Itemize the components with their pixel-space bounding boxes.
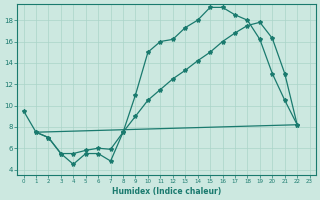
X-axis label: Humidex (Indice chaleur): Humidex (Indice chaleur) bbox=[112, 187, 221, 196]
